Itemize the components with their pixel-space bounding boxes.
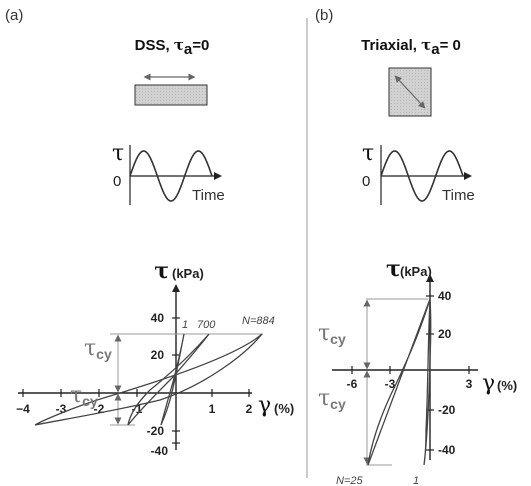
plot-b-tcy-upper: τcy [318, 321, 346, 347]
plot-a-y-symbol: τ [154, 258, 169, 284]
panel-b-label: (b) [315, 7, 333, 24]
dss-specimen [134, 84, 208, 106]
plot-b-tcy-lower-tau: τ [318, 386, 330, 411]
plot-b-tcy-lower-sub: cy [330, 396, 346, 412]
plot-b-cycle-label-25: N=25 [336, 475, 363, 486]
wave-b-time-label: Time [442, 187, 475, 204]
panel-a: (a) DSS, τa=0 τ 0 Time τ (kPa) γ (%) 402… [5, 7, 294, 458]
plot-a-tcy-lower-tau: τ [70, 383, 82, 408]
loop-a-n1 [160, 333, 185, 426]
plot-b-ytick-label-3: -40 [438, 443, 456, 457]
plot-b-tcy-lower: τcy [318, 386, 346, 412]
panel-a-wave: τ 0 Time [112, 141, 225, 205]
plot-b-x-unit: (%) [497, 378, 517, 393]
plot-a-ytick-label-2: -20 [147, 424, 165, 438]
panel-a-label: (a) [5, 7, 23, 24]
loop-b-n25 [367, 298, 431, 466]
plot-b-ytick-label-0: 40 [438, 289, 452, 303]
plot-a-tcy-upper-sub: cy [96, 346, 112, 362]
plot-a-ytick-label-0: 40 [151, 311, 165, 325]
loop-b-n1 [423, 298, 432, 466]
panel-b: (b) Triaxial, τa= 0 τ 0 Time τ (kPa) γ (… [315, 7, 517, 486]
plot-a-cycle-label-700: 700 [197, 319, 216, 331]
plot-b-xtick-label-0: -6 [347, 377, 358, 391]
plot-b-y-ticks: 40 20 -20 -40 [426, 289, 456, 457]
plot-a-tcy-lower-sub: cy [82, 393, 98, 409]
plot-a-xtick-label-0: −4 [16, 402, 30, 416]
panel-a-title-sub: a [184, 41, 193, 58]
plot-b-tcy-upper-sub: cy [330, 331, 346, 347]
plot-a-x-unit: (%) [274, 401, 294, 416]
panel-b-wave: τ 0 Time [362, 141, 475, 205]
plot-a-cycle-label-1: 1 [182, 319, 188, 331]
plot-b-y-unit: (kPa) [400, 264, 432, 279]
panel-b-title-tau: τ [421, 36, 431, 54]
plot-b-xtick-label-2: 3 [466, 377, 473, 391]
plot-b-y-symbol: τ [386, 256, 401, 282]
plot-a-ytick-label-1: 20 [151, 348, 165, 362]
wave-b-zero-label: 0 [362, 173, 370, 190]
plot-a-xtick-label-1: -3 [56, 402, 67, 416]
panel-a-title-prefix: DSS, [135, 37, 174, 54]
panel-b-title: Triaxial, τa= 0 [361, 36, 461, 58]
panel-a-title: DSS, τa=0 [135, 36, 210, 58]
triaxial-shear-arrow [394, 75, 426, 109]
plot-a-tcy-upper-tau: τ [84, 336, 96, 361]
plot-a-x-symbol: γ [258, 393, 271, 418]
plot-a-y-unit: (kPa) [172, 266, 204, 281]
plot-a-cycle-label-884: N=884 [242, 315, 275, 327]
plot-a-xtick-label-5: 2 [246, 402, 253, 416]
plot-b-x-symbol: γ [482, 371, 495, 396]
wave-b-curve [380, 150, 464, 202]
plot-b-tcy-upper-tau: τ [318, 321, 330, 346]
panel-a-title-suffix: =0 [192, 37, 209, 54]
loop-a-n884 [34, 333, 263, 426]
plot-a-y-ticks: 40 20 -20 -40 [147, 311, 180, 458]
wave-a-tau-label: τ [112, 141, 124, 166]
wave-a-curve [129, 150, 213, 202]
panel-b-title-suffix: = 0 [440, 37, 461, 54]
panel-b-title-sub: a [431, 41, 440, 58]
plot-b-x-ticks: -6 -3 3 [347, 366, 473, 391]
plot-b-cycle-label-1: 1 [413, 475, 419, 486]
plot-a-x-ticks: −4 -3 -2 -1 1 2 [16, 389, 253, 416]
plot-a-tcy-upper: τcy [84, 336, 112, 362]
panel-b-title-prefix: Triaxial, [361, 37, 421, 54]
plot-a-xtick-label-2: -2 [94, 402, 105, 416]
panel-a-title-tau: τ [174, 36, 184, 54]
loop-a-n700 [127, 333, 210, 426]
wave-b-tau-label: τ [362, 141, 374, 166]
plot-b-ytick-label-2: -20 [438, 403, 456, 417]
plot-b-xtick-label-1: -3 [385, 377, 396, 391]
wave-a-zero-label: 0 [113, 173, 121, 190]
plot-a-xtick-label-4: 1 [209, 402, 216, 416]
wave-a-time-label: Time [192, 187, 225, 204]
plot-a-xtick-label-3: -1 [132, 402, 143, 416]
plot-b-ytick-label-1: 20 [438, 327, 452, 341]
plot-a-ytick-label-3: -40 [151, 444, 169, 458]
plot-a-tcy-lower: τcy [70, 383, 98, 409]
